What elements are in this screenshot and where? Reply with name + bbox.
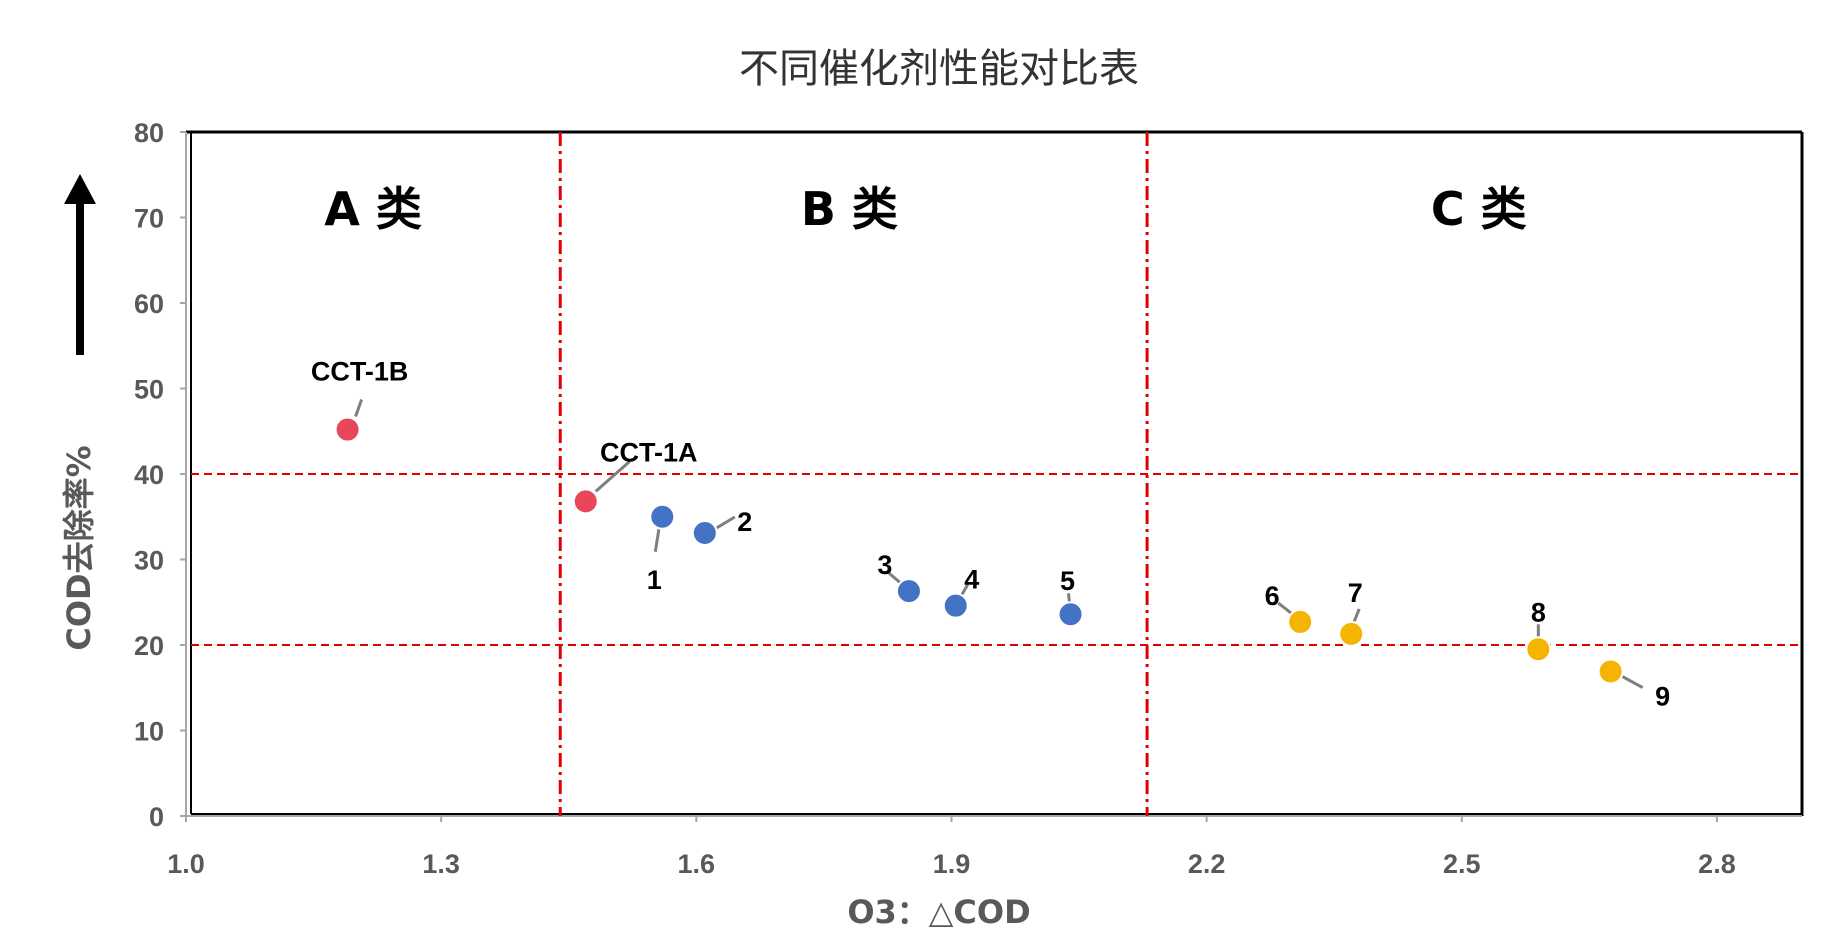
- y-axis-title: COD去除率%: [60, 445, 98, 650]
- data-point-label: 8: [1531, 597, 1546, 627]
- data-point: [895, 578, 922, 605]
- data-point: [942, 592, 969, 619]
- region-label: A 类: [324, 182, 422, 236]
- data-point-label: CCT-1A: [600, 437, 698, 467]
- leader-line: [714, 515, 736, 531]
- x-tick-label: 2.8: [1698, 849, 1736, 879]
- leader-line: [1619, 674, 1644, 689]
- y-arrow: [64, 174, 96, 355]
- x-tick-label: 1.0: [167, 849, 205, 879]
- y-tick-label: 20: [134, 631, 164, 661]
- y-axis-ticks: 0 10 20 30 40 50 60 70 80: [134, 118, 186, 832]
- data-point-label: 5: [1060, 566, 1075, 596]
- region-label: C 类: [1431, 182, 1527, 236]
- up-arrow-icon: [64, 174, 96, 204]
- y-tick-label: 80: [134, 118, 164, 148]
- data-point-label: 4: [964, 565, 979, 595]
- data-point-labels: CCT-1B CCT-1A 1 2 3 4 5 6 7 8 9: [311, 357, 1670, 712]
- region-label: B 类: [801, 182, 898, 236]
- y-tick-label: 50: [134, 375, 164, 405]
- y-tick-label: 60: [134, 289, 164, 319]
- region-dividers: [191, 132, 1802, 816]
- x-tick-label: 2.2: [1188, 849, 1226, 879]
- data-points: [334, 416, 1624, 685]
- data-point-label: 1: [647, 565, 662, 595]
- data-point: [1338, 620, 1365, 647]
- data-point: [334, 416, 361, 443]
- data-point-label: 2: [737, 507, 752, 537]
- data-point-label: 6: [1265, 581, 1280, 611]
- data-point-label: CCT-1B: [311, 357, 409, 387]
- x-tick-label: 1.6: [678, 849, 716, 879]
- data-point: [1525, 636, 1552, 663]
- x-axis-title: O3：△COD: [847, 893, 1030, 931]
- y-tick-label: 0: [149, 802, 164, 832]
- x-tick-label: 1.3: [422, 849, 460, 879]
- y-tick-label: 30: [134, 546, 164, 576]
- x-tick-label: 2.5: [1443, 849, 1481, 879]
- data-point: [649, 503, 676, 530]
- x-axis-ticks: 1.0 1.3 1.6 1.9 2.2 2.5 2.8: [167, 816, 1736, 879]
- data-point-label: 9: [1655, 682, 1670, 712]
- data-point: [691, 519, 718, 546]
- x-tick-label: 1.9: [933, 849, 971, 879]
- data-point: [572, 488, 599, 515]
- y-tick-label: 70: [134, 204, 164, 234]
- data-point: [1597, 658, 1624, 685]
- chart-title: 不同催化剂性能对比表: [739, 46, 1139, 92]
- data-point-label: 7: [1348, 578, 1363, 608]
- leader-line: [594, 460, 631, 493]
- leader-line: [1277, 601, 1294, 616]
- data-point: [1287, 608, 1314, 635]
- leader-line: [653, 526, 661, 552]
- leader-line: [354, 399, 364, 418]
- data-point: [1057, 601, 1084, 628]
- data-point-label: 3: [877, 550, 892, 580]
- y-tick-label: 40: [134, 460, 164, 490]
- y-tick-label: 10: [134, 717, 164, 747]
